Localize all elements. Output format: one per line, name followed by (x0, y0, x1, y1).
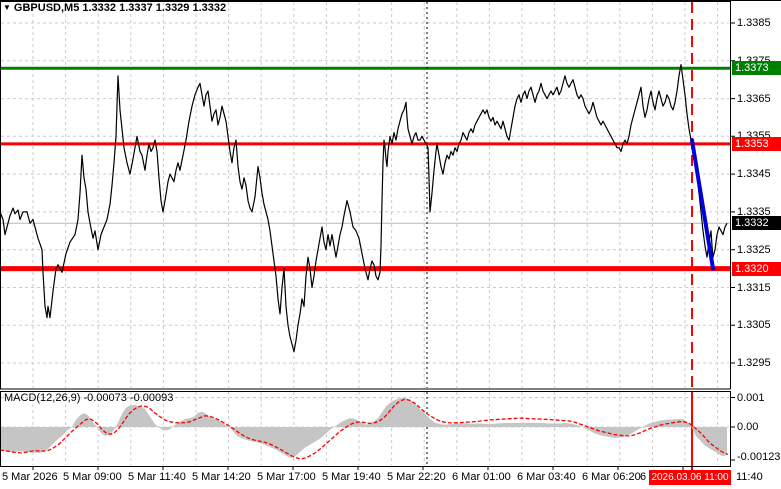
time-axis-label: 5 Mar 19:40 (322, 471, 381, 483)
time-axis-label: 5 Mar 14:20 (192, 471, 251, 483)
time-axis-label: 5 Mar 11:40 (128, 471, 186, 483)
price-axis-label: 1.3305 (737, 319, 771, 332)
price-axis-label: 1.3295 (737, 357, 771, 369)
price-axis-label: 1.3365 (737, 92, 771, 105)
session-time-badge: 2026.03.06 11:00 (649, 470, 731, 485)
macd-histogram (1, 397, 727, 458)
price-level-badge: 1.3373 (732, 61, 781, 76)
price-axis-label: 1.3335 (737, 205, 771, 218)
macd-axis-label: 0.00 (737, 421, 759, 433)
macd-axis-label: 0.001 (737, 391, 765, 404)
time-axis-label: 6 Mar 03:40 (517, 471, 576, 483)
axis-ticks (32, 22, 735, 470)
macd-axis-label: -0.00123 (737, 451, 781, 463)
price-series-line (1, 63, 728, 353)
price-level-badge: 1.3320 (732, 261, 781, 276)
symbol-dropdown-icon: ▼ (3, 3, 11, 12)
time-axis-label: 5 Mar 2026 (2, 471, 58, 483)
macd-pane-frame (0, 391, 731, 467)
time-axis-label: 5 Mar 22:20 (387, 471, 446, 483)
trend-line (690, 138, 715, 271)
price-axis-label: 1.3385 (737, 17, 771, 29)
time-axis-label: 6 Mar 01:00 (452, 471, 511, 483)
macd-indicator-label: MACD(12,26,9) -0.00073 -0.00093 (4, 392, 174, 404)
price-level-badge: 1.3353 (732, 136, 781, 151)
price-axis-label: 1.3325 (737, 243, 771, 256)
macd-signal-line (1, 398, 729, 460)
price-level-badge: 1.3332 (732, 216, 781, 231)
time-axis-label: 5 Mar 17:00 (257, 471, 316, 483)
time-axis-label: 5 Mar 09:00 (63, 471, 122, 483)
price-axis-label: 1.3315 (737, 281, 771, 294)
time-axis-label: 6 Mar 06:20 (582, 471, 641, 483)
chart-title: ▼ GBPUSD,M5 1.3332 1.3337 1.3329 1.3332 (3, 2, 226, 14)
price-axis-label: 1.3345 (737, 168, 771, 181)
time-axis-label: 6 (640, 471, 647, 483)
main-pane-frame (0, 1, 731, 390)
current-time-label: 11:40 (736, 471, 763, 483)
chart-title-text: GBPUSD,M5 1.3332 1.3337 1.3329 1.3332 (13, 2, 227, 14)
